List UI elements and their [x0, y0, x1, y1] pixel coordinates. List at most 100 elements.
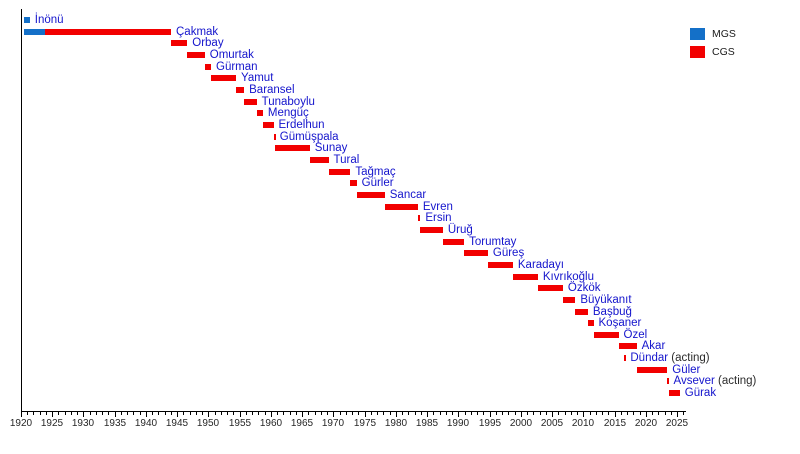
x-minor-tick [165, 412, 166, 415]
x-minor-tick [315, 412, 316, 415]
chief-name: Özkök [567, 282, 601, 295]
x-tick-label: 1980 [384, 418, 408, 429]
chief-label: Koşaner [599, 317, 642, 329]
chief-label: Büyükanıt [580, 294, 631, 306]
x-minor-tick [546, 412, 547, 415]
x-minor-tick [121, 412, 122, 415]
x-minor-tick [683, 412, 684, 415]
x-minor-tick [502, 412, 503, 415]
x-major-tick [333, 412, 334, 417]
mgs-color-swatch [690, 28, 705, 40]
x-minor-tick [408, 412, 409, 415]
chief-label: Orbay [192, 37, 223, 49]
chief-label: Evren [423, 201, 453, 213]
x-minor-tick [221, 412, 222, 415]
chief-name: Başbuğ [592, 305, 632, 318]
chief-name: Yamut [241, 72, 274, 85]
chief-name: Gürak [684, 387, 717, 400]
x-major-tick [146, 412, 147, 417]
x-minor-tick [258, 412, 259, 415]
chief-name: İnönü [34, 14, 64, 26]
x-minor-tick [533, 412, 534, 415]
term-bar [309, 156, 329, 163]
x-minor-tick [527, 412, 528, 415]
chief-label: Tunaboylu [262, 96, 315, 108]
term-bar [442, 238, 465, 245]
chief-name: Torumtay [469, 235, 517, 248]
chief-label: Dündar (acting) [630, 352, 709, 364]
term-bar [350, 180, 357, 187]
x-tick-label: 1970 [321, 418, 345, 429]
x-minor-tick [277, 412, 278, 415]
x-minor-tick [58, 412, 59, 415]
term-bar [171, 40, 188, 47]
x-minor-tick [433, 412, 434, 415]
term-bar [23, 28, 45, 35]
x-minor-tick [383, 412, 384, 415]
chief-name: Tağmaç [355, 165, 396, 178]
x-minor-tick [27, 412, 28, 415]
chief-label: Mengüç [268, 107, 309, 119]
x-tick-label: 1990 [446, 418, 470, 429]
x-minor-tick [465, 412, 466, 415]
x-minor-tick [665, 412, 666, 415]
x-major-tick [552, 412, 553, 417]
x-minor-tick [390, 412, 391, 415]
chief-name: Koşaner [598, 317, 642, 330]
x-minor-tick [183, 412, 184, 415]
x-tick-label: 2000 [509, 418, 533, 429]
legend-item-cgs: CGS [690, 45, 736, 59]
chief-name-suffix: (acting) [714, 375, 757, 388]
chief-name: Gürman [216, 60, 258, 73]
chief-label: Yamut [241, 72, 273, 84]
x-tick-label: 1935 [103, 418, 127, 429]
term-bar [667, 378, 670, 385]
x-minor-tick [508, 412, 509, 415]
x-minor-tick [283, 412, 284, 415]
y-axis-line [21, 9, 22, 411]
x-major-tick [646, 412, 647, 417]
x-minor-tick [596, 412, 597, 415]
chief-label: Tural [334, 154, 360, 166]
term-bar [636, 366, 668, 373]
x-minor-tick [633, 412, 634, 415]
x-minor-tick [627, 412, 628, 415]
chief-name: Güler [672, 363, 701, 376]
chief-label: Gürak [685, 387, 716, 399]
term-bar [618, 343, 637, 350]
chief-label: Ersin [425, 212, 451, 224]
term-bar [668, 390, 680, 397]
x-major-tick [208, 412, 209, 417]
x-tick-label: 1940 [134, 418, 158, 429]
chief-label: Özkök [568, 282, 601, 294]
x-minor-tick [127, 412, 128, 415]
chief-name: Karadayı [517, 258, 564, 271]
x-major-tick [83, 412, 84, 417]
term-bar [624, 355, 627, 362]
x-minor-tick [590, 412, 591, 415]
x-minor-tick [571, 412, 572, 415]
x-minor-tick [602, 412, 603, 415]
x-minor-tick [140, 412, 141, 415]
x-tick-label: 2015 [603, 418, 627, 429]
x-minor-tick [446, 412, 447, 415]
term-bar [274, 145, 310, 152]
x-minor-tick [65, 412, 66, 415]
x-minor-tick [108, 412, 109, 415]
term-bar [244, 98, 257, 105]
chief-label: Başbuğ [593, 306, 632, 318]
chief-name: Erdelhun [278, 118, 325, 131]
x-minor-tick [346, 412, 347, 415]
x-major-tick [427, 412, 428, 417]
x-tick-label: 2020 [634, 418, 658, 429]
chief-label: Sunay [315, 142, 348, 154]
chief-name: Ersin [425, 212, 452, 225]
x-minor-tick [652, 412, 653, 415]
x-minor-tick [308, 412, 309, 415]
x-minor-tick [171, 412, 172, 415]
chief-name: Akar [641, 340, 666, 353]
x-minor-tick [158, 412, 159, 415]
x-major-tick [271, 412, 272, 417]
x-minor-tick [352, 412, 353, 415]
term-bar [256, 110, 263, 117]
